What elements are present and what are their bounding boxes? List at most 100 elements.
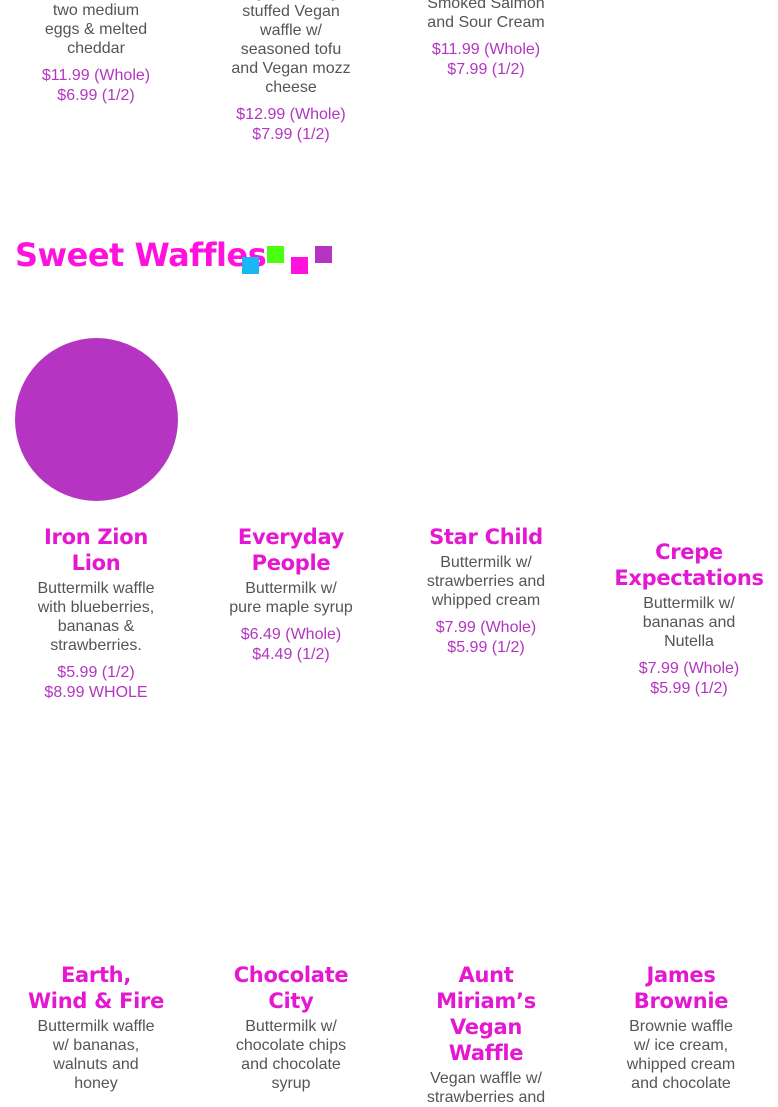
description-line: cheddar xyxy=(67,40,125,57)
item-description: Buttermilk waffle with blueberries, banana… xyxy=(1,579,191,655)
description-line: and chocolate xyxy=(631,1075,731,1092)
description-line: w/ ice cream, xyxy=(633,1037,729,1054)
description-line: eggs & melted xyxy=(44,21,148,38)
price-line: $12.99 (Whole) xyxy=(236,106,346,123)
description-line: strawberries. xyxy=(50,637,142,654)
item-name: Aunt Miriam’s Vegan Waffle xyxy=(391,962,581,1066)
description-line: walnuts and xyxy=(53,1056,139,1073)
description-line: and Sour Cream xyxy=(427,14,545,31)
menu-item: Earth, Wind & Fire Buttermilk waffle w/ ban… xyxy=(1,962,191,1093)
item-name: Chocolate City xyxy=(196,962,386,1014)
price-line: $11.99 (Whole) xyxy=(41,67,151,84)
item-description: Smoked Salmon and Sour Cream xyxy=(391,0,581,32)
decorative-square-blue xyxy=(242,257,259,274)
price-line: $4.49 (1/2) xyxy=(252,645,330,663)
description-line: whipped cream xyxy=(431,592,541,609)
price-line: $11.99 (Whole) xyxy=(431,41,541,58)
item-name-line: Star Child xyxy=(429,525,543,549)
price-line: $7.99 (1/2) xyxy=(447,60,525,78)
description-line: and Vegan mozz xyxy=(231,60,351,77)
description-line: Buttermilk w/ xyxy=(245,580,337,597)
menu-item: Smoked Salmon and Sour Cream $11.99 (Whole… xyxy=(391,0,581,79)
menu-item: Crepe Expectations Buttermilk w/bananas an… xyxy=(594,539,778,698)
price-line: $5.99 (1/2) xyxy=(650,679,728,697)
menu-item: Aunt Miriam’s Vegan Waffle Vegan waffle w/st… xyxy=(391,962,581,1107)
item-name-line: City xyxy=(268,989,314,1013)
item-name-line: Chocolate xyxy=(233,963,349,987)
item-name-line: Aunt xyxy=(458,963,514,987)
menu-item: Iron Zion Lion Buttermilk waffle with blueb… xyxy=(1,524,191,702)
price-line: $7.99 (Whole) xyxy=(638,660,740,677)
price-line: $5.99 (1/2) xyxy=(57,664,135,681)
description-line: Vegan waffle w/ xyxy=(430,1070,542,1087)
item-prices: $11.99 (Whole) $6.99 (1/2) xyxy=(1,66,191,105)
item-name-line: Miriam’s xyxy=(436,989,536,1013)
description-line: Buttermilk waffle xyxy=(37,1018,155,1035)
menu-item: James Brownie Brownie waffle w/ ice cream, w… xyxy=(586,962,776,1093)
description-line: bananas & xyxy=(57,618,135,635)
item-description: Buttermilk w/strawberries and whipped cre… xyxy=(391,553,581,610)
item-name: James Brownie xyxy=(586,962,776,1014)
menu-item: two medium eggs & melted cheddar $11.99 (Wh… xyxy=(1,1,191,105)
decorative-square-green xyxy=(267,246,284,263)
item-name-line: Expectations xyxy=(614,566,764,590)
item-name-line: Vegan xyxy=(449,1015,522,1039)
description-line: cheese xyxy=(265,79,317,96)
price-line: $6.99 (1/2) xyxy=(57,86,135,104)
description-line: Smoked Salmon xyxy=(427,0,545,12)
description-line: whipped cream xyxy=(626,1056,736,1073)
item-name-line: Waffle xyxy=(448,1041,524,1065)
item-description: Vegan waffle w/strawberries and xyxy=(391,1069,581,1107)
description-line: Brownie waffle xyxy=(629,1018,733,1035)
item-name: Everyday People xyxy=(196,524,386,576)
description-line: w/ bananas, xyxy=(52,1037,140,1054)
description-line: Buttermilk waffle xyxy=(37,580,155,597)
description-line: Buttermilk w/ xyxy=(643,595,735,612)
description-line: strawberries and xyxy=(426,573,546,590)
menu-item: Everyday People Buttermilk w/pure maple sy… xyxy=(196,524,386,664)
item-prices: $7.99 (Whole) $5.99 (1/2) xyxy=(594,659,778,698)
description-line: bananas and xyxy=(642,614,736,631)
decorative-square-magenta xyxy=(291,257,308,274)
section-title-sweet-waffles: Sweet Waffles xyxy=(15,236,267,274)
item-description: two medium eggs & melted cheddar xyxy=(1,1,191,58)
description-line: and chocolate xyxy=(241,1056,341,1073)
description-line: Vegan sausage xyxy=(196,0,386,2)
item-prices: $7.99 (Whole) $5.99 (1/2) xyxy=(391,618,581,657)
description-line: waffle w/ xyxy=(260,22,322,39)
item-name-line: Earth, xyxy=(60,963,132,987)
item-description: Vegan sausagestuffed Vegan waffle w/seaso… xyxy=(196,0,386,97)
price-line: $5.99 (1/2) xyxy=(447,638,525,656)
description-line: Buttermilk w/ xyxy=(245,1018,337,1035)
description-line: Nutella xyxy=(664,633,714,650)
price-line: $6.49 (Whole) xyxy=(240,626,342,643)
menu-item: Chocolate City Buttermilk w/chocolate chip… xyxy=(196,962,386,1093)
description-line: two medium xyxy=(52,2,140,19)
description-line: Buttermilk w/ xyxy=(440,554,532,571)
item-name-line: Lion xyxy=(71,551,121,575)
item-prices: $5.99 (1/2) $8.99 WHOLE xyxy=(1,663,191,702)
item-description: Brownie waffle w/ ice cream, whipped cream… xyxy=(586,1017,776,1093)
item-name: Crepe Expectations xyxy=(594,539,778,591)
item-name: Iron Zion Lion xyxy=(1,524,191,576)
item-description: Buttermilk w/chocolate chips and chocolat… xyxy=(196,1017,386,1093)
menu-item: Star Child Buttermilk w/strawberries and w… xyxy=(391,524,581,657)
description-line: strawberries and xyxy=(426,1089,546,1106)
item-name-line: Wind & Fire xyxy=(27,989,165,1013)
item-prices: $11.99 (Whole) $7.99 (1/2) xyxy=(391,40,581,79)
item-name-line: James xyxy=(646,963,716,987)
description-line: pure maple syrup xyxy=(229,599,353,616)
description-line: syrup xyxy=(271,1075,311,1092)
item-prices: $6.49 (Whole) $4.49 (1/2) xyxy=(196,625,386,664)
iron-zion-lion-image xyxy=(15,338,178,501)
price-line: $7.99 (Whole) xyxy=(435,619,537,636)
item-name-line: Iron Zion xyxy=(44,525,148,549)
item-name: Earth, Wind & Fire xyxy=(1,962,191,1014)
item-name-line: Crepe xyxy=(655,540,723,564)
item-name-line: Everyday xyxy=(237,525,345,549)
description-line: chocolate chips xyxy=(235,1037,347,1054)
item-description: Buttermilk w/pure maple syrup xyxy=(196,579,386,617)
item-description: Buttermilk waffle w/ bananas, walnuts and h… xyxy=(1,1017,191,1093)
item-description: Buttermilk w/bananas and Nutella xyxy=(594,594,778,651)
item-name-line: People xyxy=(251,551,331,575)
